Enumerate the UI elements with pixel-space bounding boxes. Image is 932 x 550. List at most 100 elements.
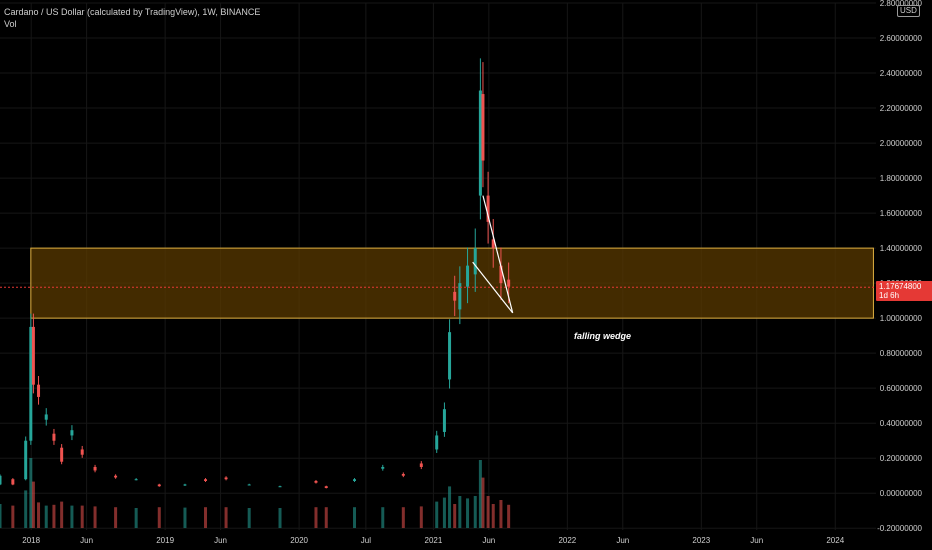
volume-bar [324, 507, 328, 528]
candle-body [0, 475, 2, 485]
y-tick-label: 2.60000000 [880, 34, 923, 43]
x-tick-label: 2020 [290, 536, 308, 545]
falling-wedge-annotation: falling wedge [574, 331, 632, 341]
candle-body [157, 484, 161, 487]
volume-bar [435, 501, 439, 528]
candle-body [486, 195, 490, 222]
volume-bar [401, 507, 405, 528]
candle-body [70, 430, 74, 436]
x-tick-label: 2021 [425, 536, 443, 545]
y-tick-label: 1.80000000 [880, 174, 923, 183]
candle-body [442, 409, 446, 432]
support-resistance-zone [30, 247, 874, 319]
candle-body [478, 90, 482, 196]
bar-countdown: 1d 6h [879, 291, 900, 300]
volume-bar [114, 507, 118, 528]
x-tick-label: 2019 [156, 536, 174, 545]
volume-bar [70, 505, 74, 528]
candle-body [31, 326, 35, 385]
candle-body [134, 479, 138, 481]
candle-body [224, 477, 228, 480]
y-tick-label: 0.60000000 [880, 384, 923, 393]
volume-bar [419, 506, 423, 528]
candle-body [491, 239, 495, 249]
volume-bar [486, 496, 490, 528]
x-tick-label: Jun [80, 536, 93, 545]
volume-bar [134, 508, 138, 528]
candle-body [24, 440, 28, 480]
candle-body [453, 291, 457, 301]
candle-body [401, 473, 405, 476]
symbol-title[interactable]: Cardano / US Dollar (calculated by Tradi… [4, 7, 261, 17]
y-tick-label: 0.20000000 [880, 454, 923, 463]
volume-bar [381, 507, 385, 528]
candle-body [435, 435, 439, 450]
y-tick-label: 0.40000000 [880, 419, 923, 428]
candle-body [507, 279, 511, 287]
candle-body [499, 265, 503, 284]
x-tick-label: Jun [616, 536, 629, 545]
candle-body [419, 463, 423, 467]
candle-body [93, 466, 97, 471]
volume-bar [507, 504, 511, 528]
volume-bar [481, 477, 485, 528]
x-tick-label: 2022 [558, 536, 576, 545]
y-tick-label: 2.20000000 [880, 104, 923, 113]
volume-bar [60, 501, 64, 528]
volume-bar [52, 504, 56, 528]
candle-body [448, 332, 452, 380]
volume-bar [458, 496, 462, 528]
volume-bar [224, 507, 228, 528]
candle-body [37, 384, 41, 397]
candle-body [458, 283, 462, 310]
candle-body [278, 486, 282, 488]
volume-bar [24, 490, 28, 528]
x-tick-label: 2023 [692, 536, 710, 545]
candle-body [247, 484, 251, 486]
y-tick-label: 0.00000000 [880, 489, 923, 498]
candle-body [11, 479, 15, 485]
volume-bar [44, 505, 48, 528]
volume-bar [80, 505, 84, 528]
y-tick-label: 2.40000000 [880, 69, 923, 78]
candle-body [324, 486, 328, 488]
candle-body [44, 414, 48, 420]
y-tick-label: -0.20000000 [877, 524, 922, 533]
volume-bar [11, 505, 15, 528]
volume-bar [466, 498, 470, 528]
candle-body [60, 447, 64, 462]
volume-bar [499, 500, 503, 528]
candle-body [381, 466, 385, 469]
volume-bar [442, 497, 446, 528]
volume-bar [247, 508, 251, 528]
x-tick-label: 2024 [826, 536, 844, 545]
volume-bar [29, 458, 33, 528]
volume-bar [204, 507, 208, 528]
candle-body [473, 248, 477, 275]
candle-body [353, 479, 357, 481]
x-tick-label: 2018 [22, 536, 40, 545]
y-tick-label: 1.00000000 [880, 314, 923, 323]
current-price-label: 1.17674800 1d 6h [876, 281, 932, 301]
y-tick-label: 2.00000000 [880, 139, 923, 148]
x-tick-label: Jul [361, 536, 371, 545]
volume-bar [478, 460, 482, 528]
volume-bar [31, 481, 35, 528]
currency-unit-badge[interactable]: USD [897, 5, 920, 17]
candle-body [314, 480, 318, 483]
x-tick-label: Jun [214, 536, 227, 545]
x-tick-label: Jun [750, 536, 763, 545]
y-tick-label: 1.60000000 [880, 209, 923, 218]
wedge-trendline [472, 261, 514, 314]
volume-bar [93, 506, 97, 528]
volume-bar [473, 496, 477, 528]
volume-label[interactable]: Vol [4, 19, 17, 29]
x-tick-label: Jun [482, 536, 495, 545]
volume-bar [183, 507, 187, 528]
volume-bar [453, 504, 457, 528]
volume-bar [314, 507, 318, 528]
candle-body [29, 326, 33, 441]
candle-body [183, 484, 187, 486]
wedge-trendline [482, 195, 514, 314]
